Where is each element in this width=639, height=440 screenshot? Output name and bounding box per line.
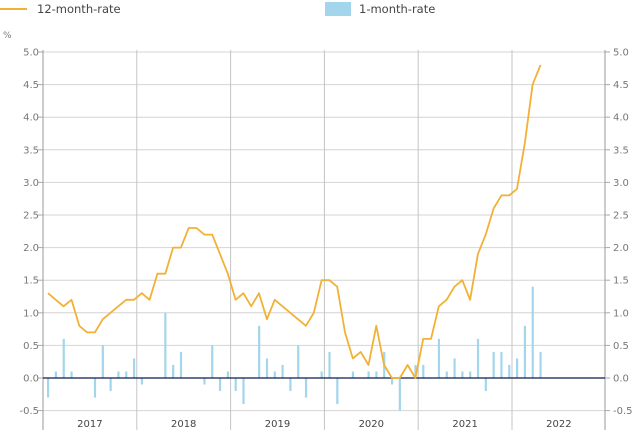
y-tick-label-right: -0.5 <box>613 406 633 417</box>
bar-1-month-rate <box>179 351 183 378</box>
y-tick-label-left: 3.0 <box>23 178 39 189</box>
bar-1-month-rate <box>445 371 448 378</box>
legend-label: 12-month-rate <box>37 2 121 16</box>
line-12-month-rate <box>47 64 542 379</box>
bar-1-month-rate <box>437 338 441 378</box>
bar-1-month-rate <box>516 358 519 378</box>
bar-1-month-rate <box>62 338 65 378</box>
bar-1-month-rate <box>218 378 222 392</box>
bar-1-month-rate <box>140 378 143 385</box>
bar-1-month-rate <box>281 364 284 378</box>
bar-1-month-rate <box>47 378 50 398</box>
x-year-label: 2020 <box>359 419 384 430</box>
bar-1-month-rate <box>101 345 104 378</box>
bar-1-month-rate <box>328 351 331 378</box>
x-year-label: 2019 <box>265 419 290 430</box>
y-tick-label-left: 5.0 <box>23 48 39 59</box>
y-tick-label-right: 4.0 <box>613 113 629 124</box>
y-tick-label-left: 1.0 <box>23 308 39 319</box>
bar-1-month-rate <box>109 378 112 392</box>
bar-1-month-rate <box>242 378 245 405</box>
bar-1-month-rate <box>492 351 495 378</box>
bar-1-month-rate <box>375 371 378 378</box>
bar-1-month-rate <box>461 371 464 378</box>
bar-1-month-rate <box>304 378 308 398</box>
x-year-label: 2021 <box>452 419 477 430</box>
y-tick-label-left: 1.5 <box>23 276 39 287</box>
bar-1-month-rate <box>398 378 401 411</box>
bar-1-month-rate <box>469 371 472 378</box>
y-tick-label-right: 1.0 <box>613 308 629 319</box>
bar-1-month-rate <box>531 286 534 378</box>
bar-1-month-rate <box>453 358 456 378</box>
x-year-label: 2017 <box>77 419 102 430</box>
legend-item-12-month-rate[interactable]: 12-month-rate <box>0 2 121 16</box>
bar-1-month-rate <box>164 312 167 378</box>
line-swatch-icon <box>0 8 27 10</box>
bar-1-month-rate <box>297 345 300 378</box>
bar-1-month-rate <box>54 371 58 378</box>
bar-1-month-rate <box>132 358 136 378</box>
y-tick-label-right: 0.5 <box>613 341 629 352</box>
y-tick-label-left: 4.5 <box>23 80 39 91</box>
y-tick-label-left: -0.5 <box>19 406 39 417</box>
bar-1-month-rate <box>203 378 206 385</box>
bar-1-month-rate <box>125 371 128 378</box>
bar-1-month-rate <box>476 338 480 378</box>
bar-1-month-rate <box>523 325 527 378</box>
bar-1-month-rate <box>539 351 542 378</box>
y-axis-unit: % <box>3 31 12 41</box>
bar-1-month-rate <box>414 364 417 378</box>
y-tick-label-right: 4.5 <box>613 80 629 91</box>
x-year-label: 2022 <box>546 419 571 430</box>
y-tick-label-right: 2.0 <box>613 243 629 254</box>
bar-1-month-rate <box>172 364 175 378</box>
bar-1-month-rate <box>226 371 229 378</box>
bar-1-month-rate <box>336 378 339 405</box>
bar-1-month-rate <box>320 371 323 378</box>
legend-label: 1-month-rate <box>359 2 436 16</box>
y-tick-label-right: 1.5 <box>613 276 629 287</box>
bar-1-month-rate <box>234 378 237 392</box>
chart-legend: 12-month-rate 1-month-rate <box>0 0 639 20</box>
bar-1-month-rate <box>367 371 370 378</box>
y-tick-label-left: 3.5 <box>23 145 39 156</box>
y-tick-label-left: 2.5 <box>23 211 39 222</box>
y-tick-label-right: 3.0 <box>613 178 629 189</box>
bar-1-month-rate <box>422 364 425 378</box>
bar-1-month-rate <box>70 371 73 378</box>
bar-1-month-rate <box>265 358 269 378</box>
bar-1-month-rate <box>484 378 487 392</box>
y-tick-label-left: 4.0 <box>23 113 39 124</box>
bar-1-month-rate <box>273 371 276 378</box>
y-tick-label-right: 0.0 <box>613 374 629 385</box>
legend-item-1-month-rate[interactable]: 1-month-rate <box>325 2 435 16</box>
y-tick-label-right: 3.5 <box>613 145 629 156</box>
bar-1-month-rate <box>93 378 97 398</box>
x-year-label: 2018 <box>171 419 196 430</box>
bar-1-month-rate <box>258 325 261 378</box>
bar-1-month-rate <box>351 371 355 378</box>
bar-1-month-rate <box>390 378 394 385</box>
y-tick-label-left: 2.0 <box>23 243 39 254</box>
bar-1-month-rate <box>500 351 503 378</box>
y-tick-label-right: 2.5 <box>613 211 629 222</box>
bar-1-month-rate <box>117 371 120 378</box>
y-tick-label-left: 0.5 <box>23 341 39 352</box>
y-tick-label-left: 0.0 <box>23 374 39 385</box>
bar-1-month-rate <box>508 364 511 378</box>
bar-swatch-icon <box>325 2 351 16</box>
bar-1-month-rate <box>289 378 292 392</box>
bar-1-month-rate <box>211 345 214 378</box>
y-tick-label-right: 5.0 <box>613 48 629 59</box>
